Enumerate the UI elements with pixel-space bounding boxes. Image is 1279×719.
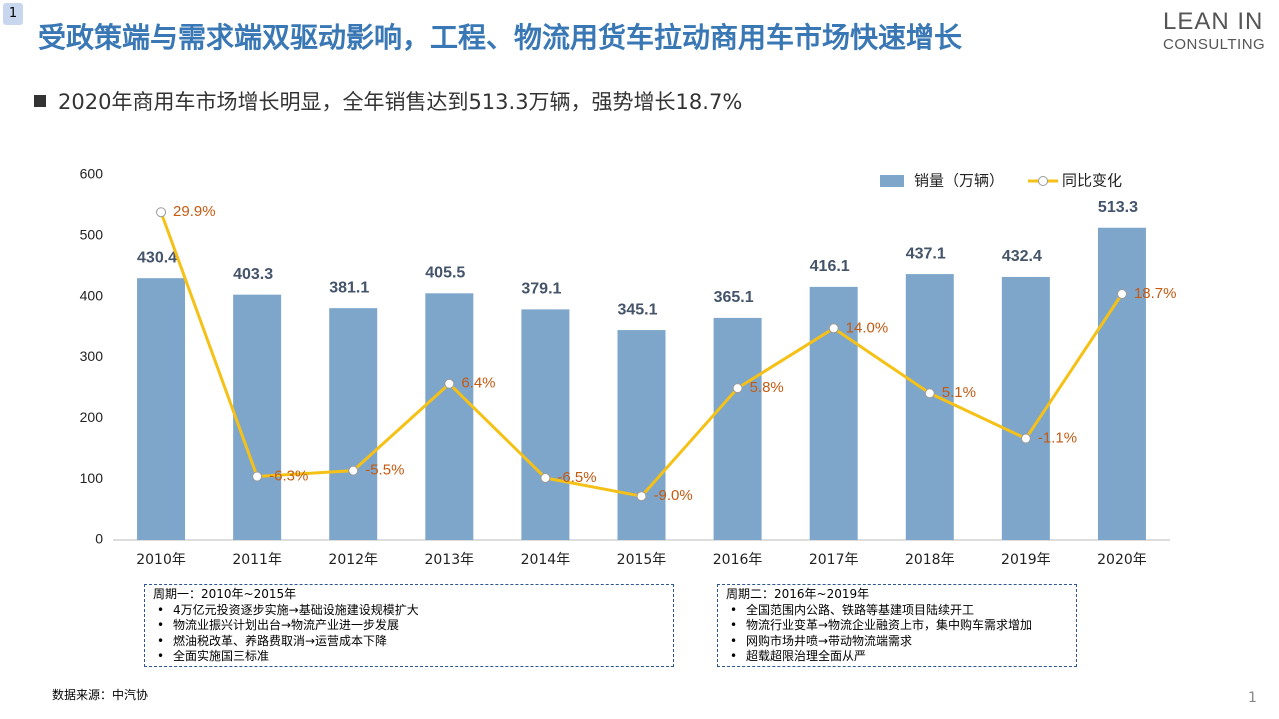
line-value-label: 29.9% (173, 203, 216, 220)
line-value-label: -9.0% (654, 487, 693, 504)
x-tick-label: 2016年 (713, 552, 763, 568)
note-list: 全国范围内公路、铁路等基建项目陆续开工物流行业变革→物流企业融资上市，集中购车需… (726, 603, 1068, 665)
x-tick-label: 2010年 (136, 552, 186, 568)
line-value-label: -6.3% (269, 467, 308, 484)
line-point (1020, 433, 1031, 444)
note-box: 周期二：2016年~2019年全国范围内公路、铁路等基建项目陆续开工物流行业变革… (717, 584, 1077, 667)
legend-swatch (880, 175, 904, 187)
y-tick-label: 400 (80, 287, 104, 303)
line-point (924, 388, 935, 399)
bullet-square (34, 95, 46, 107)
y-tick-label: 600 (80, 166, 104, 182)
bar-value-label: 379.1 (521, 281, 561, 298)
line-value-label: 5.1% (942, 384, 976, 401)
bar-value-label: 405.5 (425, 265, 465, 282)
note-box: 周期一：2010年~2015年 4万亿元投资逐步实施→基础设施建设规模扩大物流业振… (144, 584, 674, 667)
slide-badge: 1 (3, 3, 23, 25)
logo-line: LEAN IN (1163, 8, 1264, 35)
bar-value-label: 513.3 (1098, 199, 1138, 216)
line-value-label: 18.7% (1134, 285, 1177, 302)
line-value-label: 5.8% (750, 379, 784, 396)
line-point (828, 323, 839, 334)
x-tick-label: 2011年 (232, 552, 282, 568)
bar-value-label: 345.1 (617, 301, 657, 318)
line-point (636, 491, 647, 502)
note-title: 周期二：2016年~2019年 (726, 587, 870, 601)
bar-value-label: 381.1 (329, 279, 369, 296)
line-point (252, 471, 263, 482)
note-item: 4万亿元投资逐步实施→基础设施建设规模扩大 (157, 603, 665, 619)
note-item: 燃油税改革、养路费取消→运营成本下降 (157, 634, 665, 650)
bar (425, 293, 474, 540)
line-point (732, 383, 743, 394)
line-value-label: -1.1% (1038, 429, 1077, 446)
y-tick-label: 0 (95, 531, 103, 547)
bar (617, 330, 666, 540)
line-point (348, 465, 359, 476)
legend-label: 同比变化 (1062, 172, 1122, 190)
line-value-label: 6.4% (461, 375, 495, 392)
line-value-label: 14.0% (846, 319, 889, 336)
note-item: 全国范围内公路、铁路等基建项目陆续开工 (730, 603, 1068, 619)
note-item: 物流业振兴计划出台→物流产业进一步发展 (157, 618, 665, 634)
x-tick-label: 2014年 (521, 552, 571, 568)
legend-swatch (1038, 176, 1049, 186)
logo-line: CONSULTING (1163, 36, 1266, 53)
y-tick-label: 500 (80, 227, 104, 243)
bar-value-label: 365.1 (714, 289, 754, 306)
x-tick-label: 2020年 (1097, 552, 1147, 568)
chart: 0 100 200 300 400 500 600 2010年 2011年 2012年 2013年 2… (80, 166, 1177, 568)
legend-label: 销量（万辆） (914, 172, 1004, 190)
x-tick-label: 2013年 (424, 552, 474, 568)
bar (1001, 276, 1050, 540)
bar (713, 317, 762, 540)
bar (329, 308, 378, 540)
source: 数据来源：中汽协 (52, 688, 149, 702)
line-value-label: -5.5% (365, 462, 404, 479)
logo: LEAN IN CONSULTING (1163, 8, 1265, 53)
bar-value-label: 437.1 (906, 245, 946, 262)
line-point (444, 378, 455, 389)
note-item: 物流行业变革→物流企业融资上市，集中购车需求增加 (730, 618, 1068, 634)
line-point (156, 207, 167, 218)
bar (521, 309, 570, 540)
bar-value-label: 416.1 (810, 258, 850, 275)
x-tick-label: 2017年 (809, 552, 859, 568)
bar-value-label: 430.4 (137, 249, 177, 266)
bar-value-label: 432.4 (1002, 248, 1042, 265)
subtitle: 2020年商用车市场增长明显，全年销售达到513.3万辆，强势增长18.7% (34, 86, 742, 116)
y-tick-label: 200 (80, 409, 104, 425)
bar (1097, 227, 1146, 540)
note-list: 4万亿元投资逐步实施→基础设施建设规模扩大物流业振兴计划出台→物流产业进一步发展… (153, 603, 665, 665)
line-value-label: -6.5% (557, 469, 596, 486)
line-point (540, 472, 551, 483)
bar (137, 278, 186, 540)
x-tick-label: 2018年 (905, 552, 955, 568)
line-point (1116, 288, 1127, 299)
bar (905, 274, 954, 540)
note-item: 网购市场井喷→带动物流端需求 (730, 634, 1068, 650)
x-tick-label: 2015年 (617, 552, 667, 568)
page-number: 1 (1248, 690, 1257, 706)
note-item: 超载超限治理全面从严 (730, 649, 1068, 665)
bar (233, 294, 282, 540)
x-tick-label: 2019年 (1001, 552, 1051, 568)
subtitle-text: 2020年商用车市场增长明显，全年销售达到513.3万辆，强势增长18.7% (58, 90, 743, 114)
y-tick-label: 300 (80, 348, 104, 364)
slide-title: 受政策端与需求端双驱动影响，工程、物流用货车拉动商用车市场快速增长 (38, 21, 963, 54)
y-tick-label: 100 (80, 470, 104, 486)
x-tick-label: 2012年 (328, 552, 378, 568)
note-title: 周期一：2010年~2015年 (153, 587, 297, 601)
bar-value-label: 403.3 (233, 266, 273, 283)
note-item: 全面实施国三标准 (157, 649, 665, 665)
